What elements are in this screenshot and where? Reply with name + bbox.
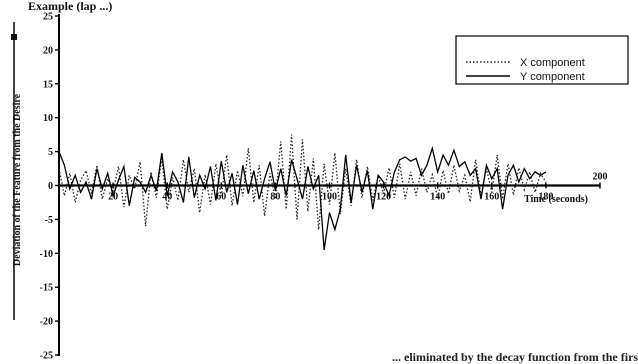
y-tick-label: -10 xyxy=(40,249,53,260)
y-tick-label: -15 xyxy=(40,283,53,294)
y-tick-label: 5 xyxy=(48,147,53,158)
y-tick-label: -25 xyxy=(40,351,53,362)
y-axis-title: Deviation of the Feature from the Desire xyxy=(12,93,23,266)
x-tick-label: 60 xyxy=(216,192,226,203)
y-tick-label: -20 xyxy=(40,317,53,328)
y-tick-label: 10 xyxy=(43,113,53,124)
legend-label-x-component: X component xyxy=(520,57,585,69)
footer-clipped-text: ... eliminated by the decay function fro… xyxy=(392,350,638,364)
x-tick-label: 180 xyxy=(538,192,553,203)
y-tick-label: 15 xyxy=(43,79,53,90)
y-tick-label: 0 xyxy=(48,181,53,192)
series-line-y-component xyxy=(58,145,547,250)
series-line-x-component xyxy=(58,134,547,230)
legend-label-y-component: Y component xyxy=(520,71,585,83)
y-ticks: 25 20 15 10 5 0 -5 -10 -15 -20 -25 xyxy=(40,12,59,362)
y-tick-label: -5 xyxy=(45,215,53,226)
y-tick-label: 25 xyxy=(43,12,53,23)
header-clipped-text: Example (lap ...) xyxy=(28,0,112,13)
x-tick-label: 100 xyxy=(322,192,337,203)
x-tick-label: 200 xyxy=(593,172,608,183)
y-tick-label: 20 xyxy=(43,45,53,56)
x-tick-label: 160 xyxy=(484,192,499,203)
x-axis-title: Time (seconds) xyxy=(524,194,588,205)
legend: X component Y component xyxy=(455,35,629,85)
left-border-marker xyxy=(11,34,17,40)
x-tick-label: 120 xyxy=(376,192,391,203)
x-tick-label: 40 xyxy=(162,192,172,203)
